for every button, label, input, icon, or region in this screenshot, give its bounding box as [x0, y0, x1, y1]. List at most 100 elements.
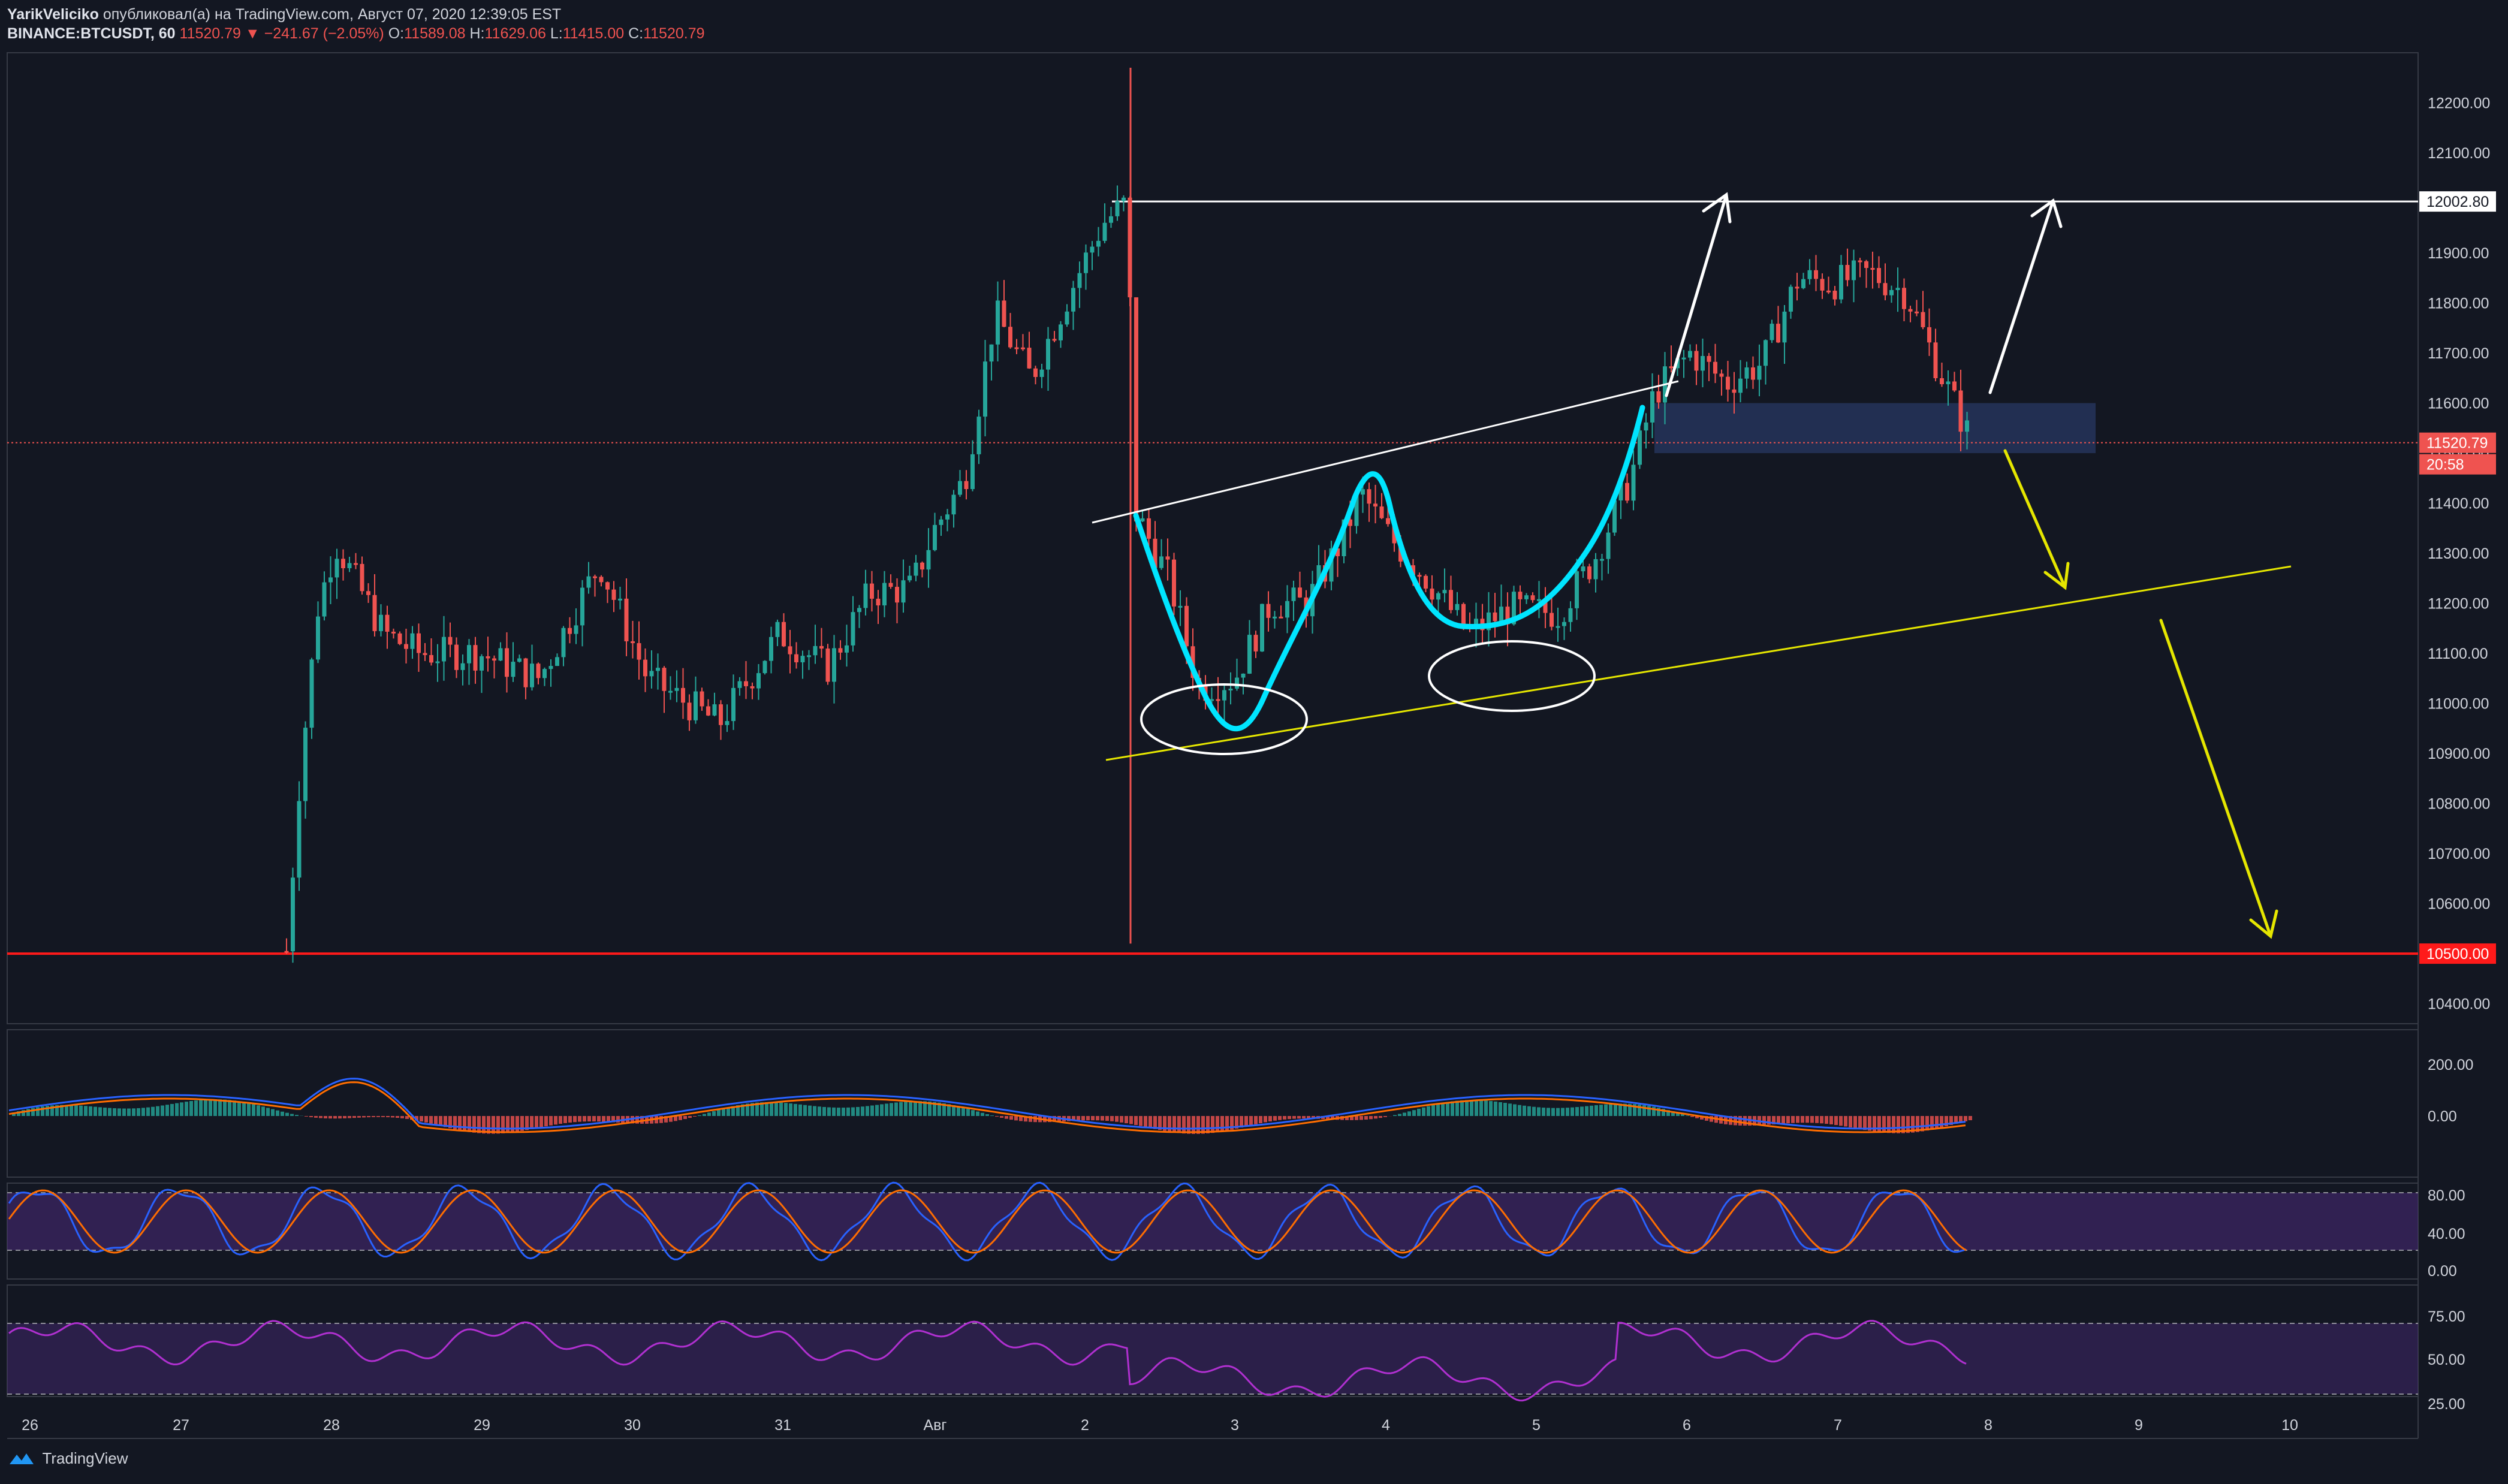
candle — [851, 596, 855, 652]
candle — [1052, 331, 1057, 343]
candle — [347, 556, 352, 572]
macd-bar — [1614, 1103, 1617, 1116]
macd-bar — [189, 1100, 193, 1116]
macd-bar — [50, 1105, 54, 1116]
macd-bar — [1499, 1102, 1502, 1116]
macd-bar — [36, 1107, 40, 1116]
macd-pane[interactable] — [7, 1029, 2419, 1178]
macd-bar — [281, 1111, 284, 1116]
open-label: O: — [388, 25, 405, 42]
main-pane[interactable] — [7, 52, 2419, 1024]
macd-bar — [837, 1108, 840, 1116]
candle — [976, 409, 981, 464]
stoch-d-line — [8, 1189, 1967, 1254]
macd-bar — [688, 1116, 692, 1118]
price-tick: 10600.00 — [2428, 896, 2490, 913]
candle — [1172, 553, 1176, 616]
macd-bar — [252, 1104, 255, 1116]
macd-bar — [616, 1116, 620, 1123]
left-bottom-ellipse[interactable] — [1140, 683, 1308, 755]
candle — [1279, 605, 1283, 619]
candle — [1757, 344, 1762, 397]
macd-bar — [1053, 1116, 1056, 1122]
svg-text:20:58: 20:58 — [2426, 457, 2464, 473]
upper-trendline[interactable] — [1092, 380, 1679, 524]
last-price: 11520.79 — [179, 25, 241, 42]
arrow-down-2[interactable] — [2159, 619, 2278, 939]
candle — [1832, 286, 1837, 306]
candle — [366, 583, 370, 603]
demand-zone[interactable] — [1654, 403, 2096, 454]
macd-bar — [113, 1108, 116, 1116]
author-name[interactable]: YarikVeliciko — [7, 6, 99, 23]
candle — [1140, 511, 1145, 522]
pattern-curve[interactable] — [1133, 405, 1645, 732]
candle — [1096, 227, 1101, 257]
macd-bar — [1877, 1116, 1881, 1132]
macd-bar — [305, 1116, 308, 1117]
macd-bar — [938, 1102, 941, 1116]
candle — [1014, 339, 1019, 354]
macd-bar — [1125, 1116, 1128, 1124]
price-tick: 10400.00 — [2428, 996, 2490, 1013]
candle — [1958, 369, 1963, 452]
candle — [548, 659, 553, 687]
macd-bar — [1172, 1116, 1176, 1133]
published-text: опубликовал(а) на TradingView.com, Авгус… — [103, 6, 562, 23]
macd-bar — [1681, 1114, 1684, 1116]
time-axis[interactable]: 26 27 28 29 30 31 Авг 2 3 4 5 6 7 8 9 10 — [22, 1417, 2298, 1434]
candle — [807, 650, 811, 670]
macd-bar — [1268, 1116, 1272, 1122]
macd-bar — [156, 1106, 159, 1116]
macd-bar — [146, 1107, 150, 1116]
candle — [1946, 370, 1951, 406]
macd-bar — [1547, 1108, 1550, 1116]
macd-bar — [866, 1106, 869, 1116]
macd-bar — [1196, 1116, 1200, 1134]
price-axis[interactable]: 12200.0012100.0012000.0011900.0011800.00… — [2419, 95, 2496, 1413]
footer-brand[interactable]: TradingView — [42, 1449, 128, 1467]
time-tick: 6 — [1683, 1417, 1691, 1434]
macd-bar — [1182, 1116, 1186, 1134]
candle — [674, 670, 679, 702]
macd-bar — [784, 1103, 788, 1116]
macd-bar — [1873, 1116, 1876, 1132]
macd-bar — [204, 1099, 207, 1116]
candle — [467, 639, 471, 685]
macd-bar — [348, 1116, 351, 1118]
candle — [568, 617, 572, 644]
candle — [782, 613, 786, 647]
macd-bar — [1767, 1116, 1771, 1125]
symbol-name[interactable]: BINANCE:BTCUSDT, 60 — [7, 25, 176, 42]
macd-bar — [1556, 1108, 1560, 1116]
macd-bar — [1048, 1116, 1051, 1123]
candle — [1650, 373, 1654, 438]
lower-trendline[interactable] — [1105, 565, 2292, 761]
right-bottom-ellipse[interactable] — [1428, 640, 1596, 712]
candle — [762, 660, 767, 675]
candle — [1298, 571, 1302, 598]
support-price-tag: 10500.00 — [2419, 943, 2496, 964]
macd-bar — [1935, 1116, 1939, 1129]
candle — [372, 574, 377, 637]
candle — [788, 629, 792, 674]
macd-bar — [1503, 1103, 1507, 1116]
time-tick: 2 — [1081, 1417, 1089, 1434]
macd-bar — [1273, 1116, 1277, 1121]
arrow-up-1[interactable] — [1665, 192, 1732, 397]
macd-bar — [818, 1106, 821, 1116]
candle — [901, 559, 906, 613]
countdown-tag: 20:58 — [2419, 454, 2496, 475]
candle — [442, 616, 446, 681]
candle — [1631, 450, 1636, 511]
arrow-down-1[interactable] — [2003, 449, 2070, 590]
macd-bar — [1000, 1116, 1003, 1118]
macd-tick: 0.00 — [2428, 1108, 2457, 1125]
candle — [322, 571, 327, 621]
macd-bar — [381, 1116, 385, 1117]
candle — [1701, 338, 1705, 388]
arrow-up-2[interactable] — [1988, 198, 2063, 394]
candle — [1562, 617, 1566, 640]
macd-bar — [257, 1105, 260, 1116]
